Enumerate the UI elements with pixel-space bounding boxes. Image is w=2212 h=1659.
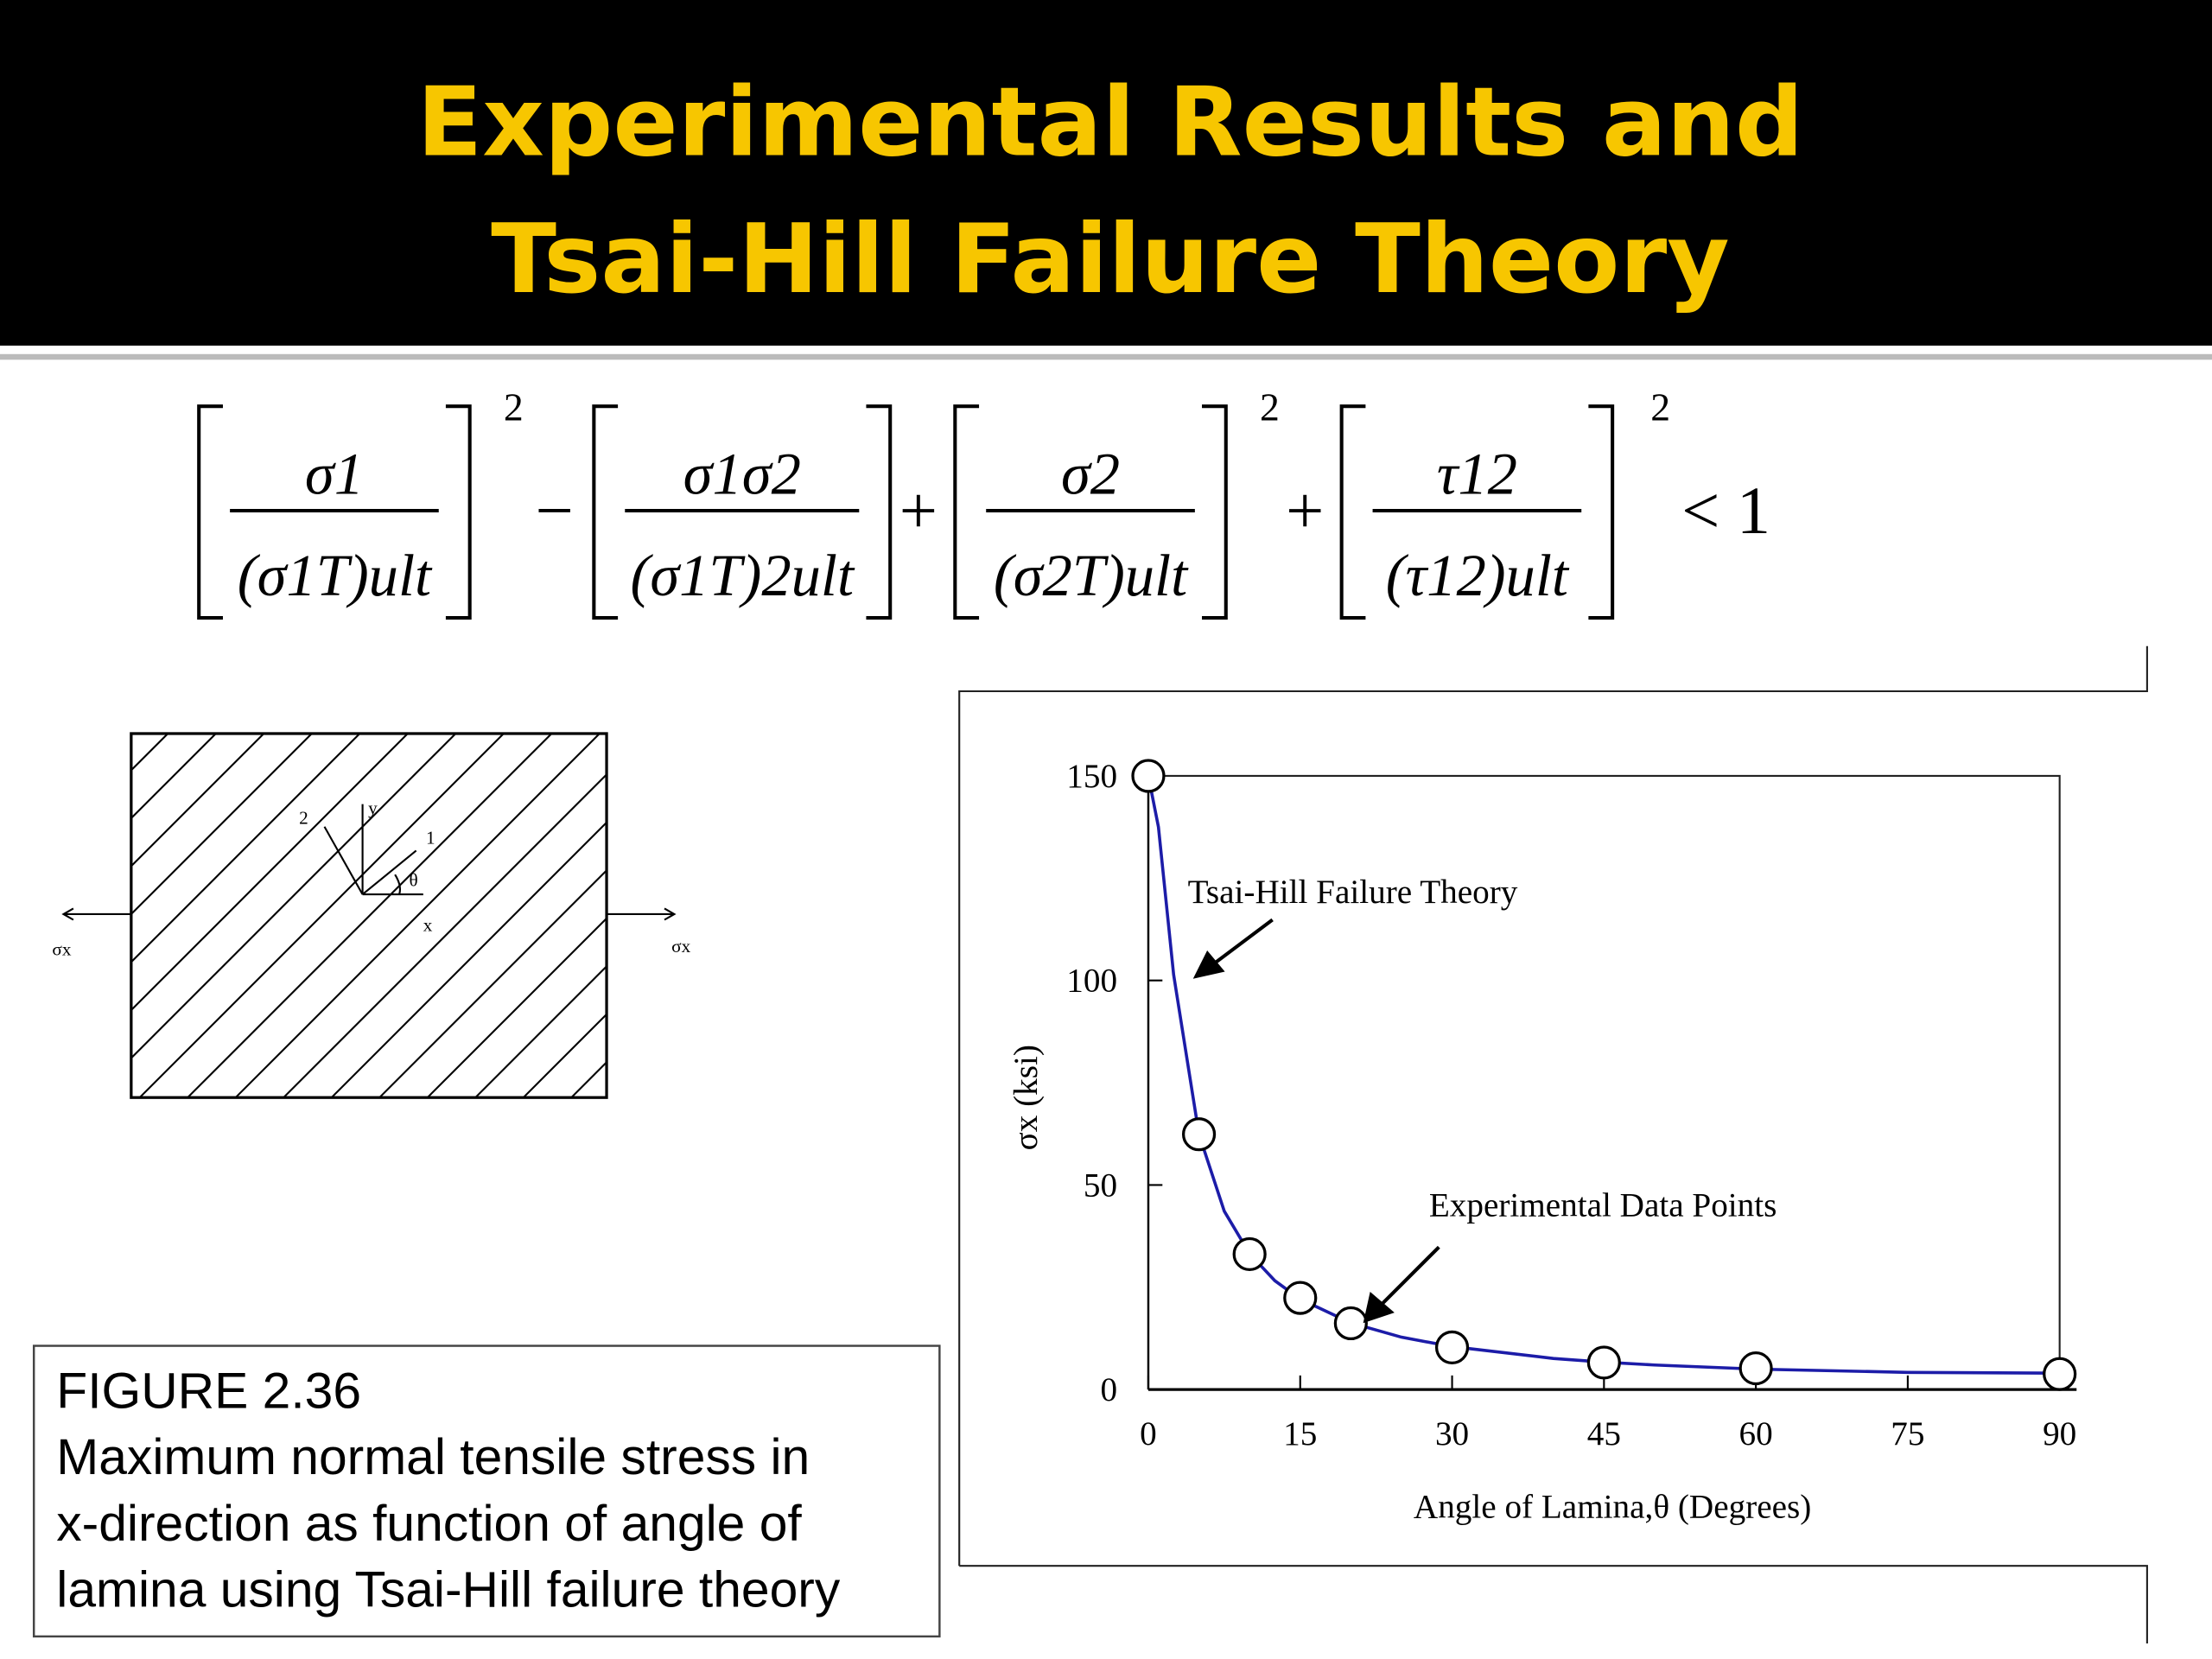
y-tick-label: 0: [1100, 1371, 1117, 1408]
x-tick-label: 90: [2043, 1415, 2076, 1452]
x-tick-label: 60: [1739, 1415, 1773, 1452]
caption-line: lamina using Tsai-Hill failure theory: [56, 1562, 841, 1618]
y-axis-label: σx (ksi): [1007, 1045, 1045, 1150]
data-point: [1586, 1345, 1621, 1380]
operator: −: [536, 473, 574, 548]
exponent: 2: [504, 385, 524, 429]
inequality: < 1: [1681, 473, 1770, 548]
title-line: Experimental Results and: [416, 67, 1803, 179]
data-point: [1181, 1117, 1217, 1152]
y-tick-label: 100: [1066, 963, 1117, 1000]
operator: +: [899, 473, 938, 548]
exponent: 2: [1260, 385, 1280, 429]
numerator: σ1: [305, 441, 364, 506]
numerator: τ12: [1437, 441, 1517, 506]
caption-box: [32, 1344, 941, 1638]
denominator: (σ1T)ult: [238, 543, 433, 608]
caption-line: FIGURE 2.36: [56, 1363, 361, 1419]
hatching: [130, 733, 607, 1098]
data-point: [1131, 759, 1166, 793]
operator: +: [1286, 473, 1324, 548]
data-point: [1333, 1306, 1368, 1341]
theory-curve: [1147, 775, 2060, 1376]
annotation: Tsai-Hill Failure Theory: [1188, 874, 1518, 911]
chart: 0 15 30 45 60 75 90 0 50 100 150 Angle of Lamina,θ …: [1007, 758, 2077, 1526]
denominator: (σ2T)ult: [994, 543, 1189, 608]
arrow: [1209, 918, 1274, 968]
header-rule: [0, 353, 2212, 360]
denominator: (τ12)ult: [1386, 543, 1570, 608]
caption-line: Maximum normal tensile stress in: [56, 1429, 810, 1485]
annotation: Experimental Data Points: [1429, 1186, 1777, 1224]
diagram-labels: 2 y 1θ x σx σx: [52, 798, 690, 959]
y-tick-label: 50: [1084, 1166, 1117, 1204]
arrow-head: [1192, 950, 1225, 979]
numerator: σ2: [1061, 441, 1120, 506]
denominator: (σ1T)2ult: [630, 543, 855, 608]
lamina-diagram: [61, 732, 677, 1099]
axis-label: x: [423, 915, 433, 936]
x-tick-label: 75: [1891, 1415, 1924, 1452]
arrow: [1378, 1245, 1440, 1308]
exponent: 2: [1650, 385, 1670, 429]
data-point: [1434, 1330, 1470, 1364]
x-tick-label: 0: [1140, 1415, 1157, 1452]
header-band: [0, 0, 2212, 346]
x-tick-label: 45: [1587, 1415, 1621, 1452]
brackets: [197, 404, 1615, 620]
arrow-head: [1363, 1292, 1395, 1324]
numerator: σ1σ2: [683, 441, 801, 506]
x-tick-label: 30: [1435, 1415, 1469, 1452]
x-axis-label: Angle of Lamina,θ (Degrees): [1414, 1489, 1811, 1526]
axis-label: 2: [299, 807, 308, 828]
axis-label: θ: [409, 869, 417, 890]
axis-label: y: [368, 798, 378, 818]
axis-label: 1: [426, 827, 435, 848]
caption-line: x-direction as function of angle of: [56, 1496, 802, 1552]
data-point: [1283, 1281, 1318, 1315]
title-line: Tsai-Hill Failure Theory: [491, 204, 1729, 315]
annotation-arrows: [1192, 918, 1440, 1324]
y-tick-label: 150: [1066, 758, 1117, 795]
caption: FIGURE 2.36 Maximum normal tensile stress…: [56, 1363, 841, 1618]
x-tick-label: 15: [1283, 1415, 1317, 1452]
data-point: [1738, 1351, 1773, 1386]
formula: σ1 (σ1T)ult 2 σ1σ2 (σ1T)2ult σ2 (σ2T)ult 2 τ12 (τ…: [238, 385, 1770, 608]
data-point: [2043, 1357, 2077, 1391]
load-label: σx: [671, 936, 690, 957]
data-point: [1232, 1236, 1267, 1272]
load-label: σx: [52, 938, 71, 959]
chart-frame: [958, 645, 2148, 1644]
